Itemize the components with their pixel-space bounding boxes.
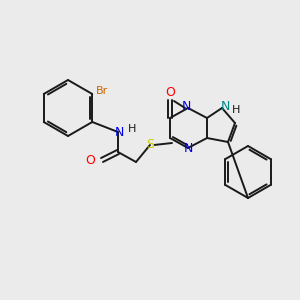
Text: H: H	[232, 105, 240, 115]
Text: H: H	[128, 124, 136, 134]
Text: O: O	[85, 154, 95, 166]
Text: N: N	[114, 125, 124, 139]
Text: N: N	[183, 142, 193, 155]
Text: O: O	[165, 86, 175, 100]
Text: N: N	[181, 100, 191, 113]
Text: Br: Br	[96, 86, 109, 96]
Text: S: S	[146, 137, 154, 151]
Text: N: N	[220, 100, 230, 113]
